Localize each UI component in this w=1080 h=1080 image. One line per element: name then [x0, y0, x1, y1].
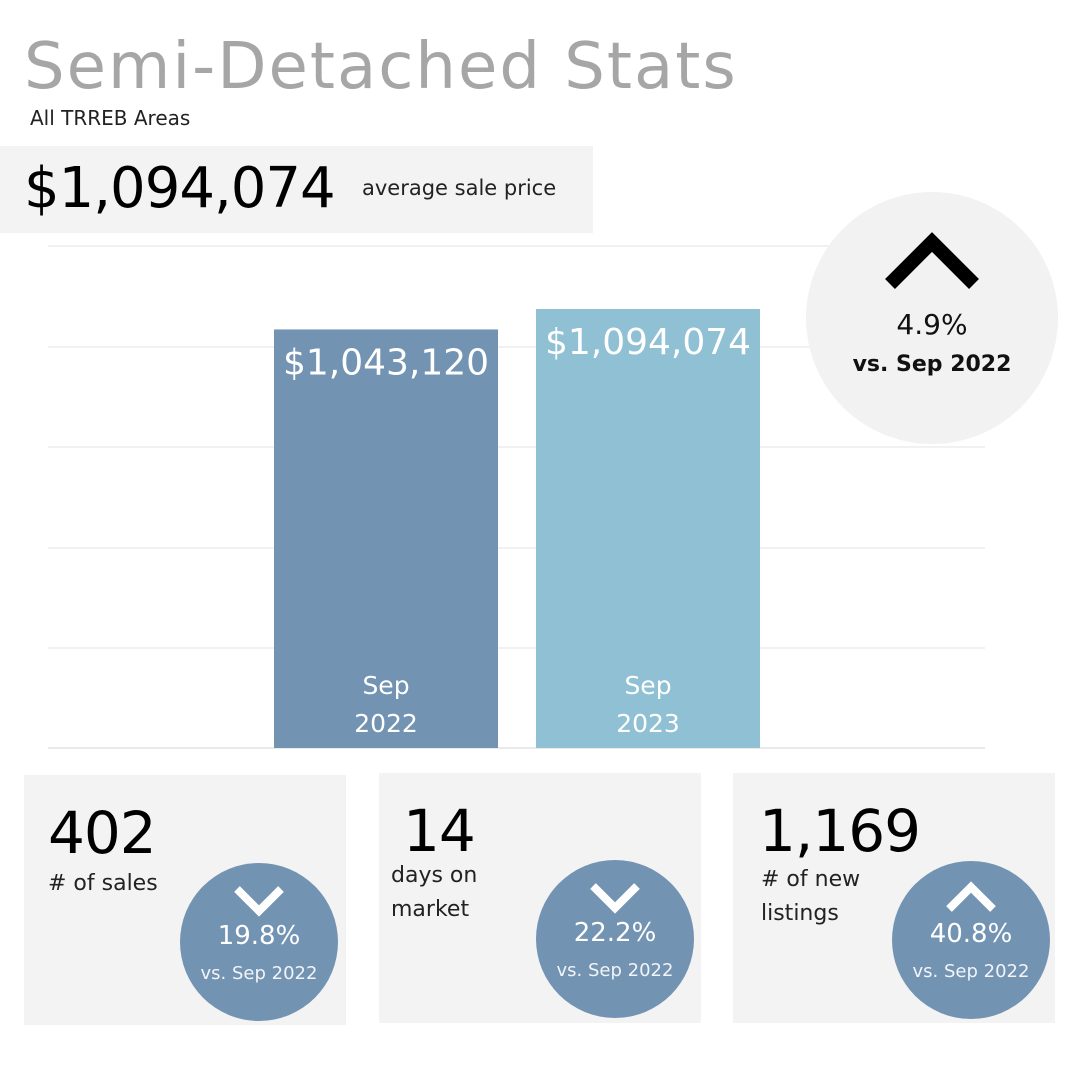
- chevron-up-icon: [885, 232, 979, 289]
- bar-category-label: 2022: [354, 709, 418, 738]
- days-on-market-change-percent: 22.2%: [573, 918, 657, 948]
- chevron-down-icon: [234, 886, 284, 917]
- chevron-up-icon: [946, 881, 996, 912]
- bar: [274, 329, 498, 748]
- average-price-panel: $1,094,074 average sale price: [0, 146, 593, 233]
- bar: [536, 309, 760, 748]
- new-listings-change-comparison: vs. Sep 2022: [912, 961, 1030, 982]
- new-listings-value: 1,169: [759, 797, 921, 865]
- chevron-down-icon: [590, 883, 640, 914]
- average-price-label: average sale price: [362, 176, 557, 200]
- page-subtitle: All TRREB Areas: [30, 106, 191, 130]
- bar-value-label: $1,094,074: [545, 322, 751, 363]
- bar-category-label: Sep: [624, 671, 671, 700]
- price-change-badge: 4.9% vs. Sep 2022: [806, 192, 1058, 444]
- price-change-percent: 4.9%: [896, 308, 968, 341]
- days-on-market-change-comparison: vs. Sep 2022: [556, 960, 674, 981]
- days-on-market-value: 14: [403, 797, 476, 865]
- new-listings-change-percent: 40.8%: [929, 919, 1013, 949]
- days-on-market-card: 14 days on market 22.2% vs. Sep 2022: [379, 773, 701, 1023]
- days-on-market-label: days on market: [391, 863, 478, 922]
- new-listings-card: 1,169 # of new listings 40.8% vs. Sep 20…: [733, 773, 1055, 1023]
- bar-value-label: $1,043,120: [283, 342, 489, 383]
- bar-category-label: Sep: [362, 671, 409, 700]
- sales-change-badge: 19.8% vs. Sep 2022: [180, 863, 338, 1021]
- sales-card: 402 # of sales 19.8% vs. Sep 2022: [24, 775, 346, 1025]
- sales-value: 402: [48, 799, 157, 867]
- average-price-value: $1,094,074: [24, 156, 336, 221]
- days-on-market-change-badge: 22.2% vs. Sep 2022: [536, 860, 694, 1018]
- new-listings-label: # of new listings: [761, 867, 861, 926]
- page-title: Semi-Detached Stats: [24, 30, 738, 104]
- new-listings-change-badge: 40.8% vs. Sep 2022: [892, 861, 1050, 1019]
- sales-label: # of sales: [48, 871, 158, 896]
- sales-change-percent: 19.8%: [217, 921, 301, 951]
- price-change-comparison: vs. Sep 2022: [852, 352, 1012, 377]
- sales-change-comparison: vs. Sep 2022: [200, 963, 318, 984]
- bar-category-label: 2023: [616, 709, 680, 738]
